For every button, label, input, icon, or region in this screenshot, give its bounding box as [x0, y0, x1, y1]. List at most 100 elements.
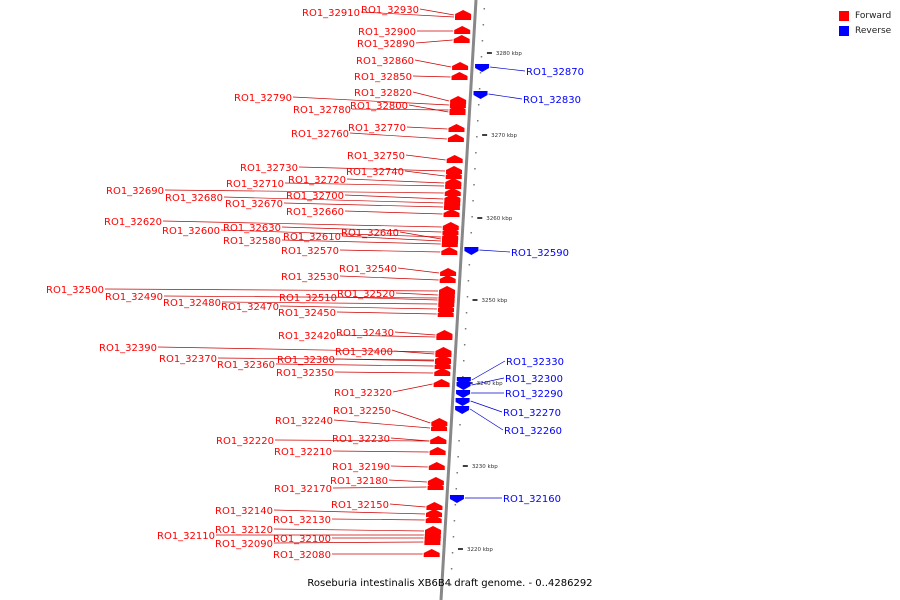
gene-label[interactable]: RO1_32300 — [505, 374, 563, 385]
reverse-gene-arrow[interactable] — [456, 382, 471, 390]
reverse-gene-arrow[interactable] — [473, 91, 488, 99]
forward-gene-arrow[interactable] — [436, 332, 453, 340]
forward-gene-arrow[interactable] — [437, 304, 454, 312]
forward-gene-arrow[interactable] — [426, 509, 443, 517]
forward-gene-arrow[interactable] — [431, 418, 448, 426]
forward-gene-arrow[interactable] — [435, 349, 452, 357]
forward-gene-arrow[interactable] — [454, 26, 471, 34]
gene-label[interactable]: RO1_32160 — [503, 494, 561, 505]
gene-label[interactable]: RO1_32420 — [278, 331, 336, 342]
forward-gene-arrow[interactable] — [443, 209, 460, 217]
forward-gene-arrow[interactable] — [453, 35, 470, 43]
gene-label[interactable]: RO1_32210 — [274, 447, 332, 458]
gene-label[interactable]: RO1_32850 — [354, 72, 412, 83]
gene-label[interactable]: RO1_32660 — [286, 207, 344, 218]
gene-label[interactable]: RO1_32680 — [165, 193, 223, 204]
gene-label[interactable]: RO1_32400 — [335, 347, 393, 358]
forward-gene-arrow[interactable] — [443, 202, 460, 210]
gene-label[interactable]: RO1_32350 — [276, 368, 334, 379]
gene-label[interactable]: RO1_32360 — [217, 360, 275, 371]
gene-label[interactable]: RO1_32820 — [354, 88, 412, 99]
gene-label[interactable]: RO1_32130 — [273, 515, 331, 526]
gene-label[interactable]: RO1_32900 — [358, 27, 416, 38]
gene-label[interactable]: RO1_32530 — [281, 272, 339, 283]
gene-label[interactable]: RO1_32860 — [356, 56, 414, 67]
gene-label[interactable]: RO1_32540 — [339, 264, 397, 275]
forward-gene-arrow[interactable] — [433, 379, 450, 387]
forward-gene-arrow[interactable] — [426, 502, 443, 510]
gene-label[interactable]: RO1_32450 — [278, 308, 336, 319]
gene-label[interactable]: RO1_32570 — [281, 246, 339, 257]
gene-label[interactable]: RO1_32510 — [279, 293, 337, 304]
gene-label[interactable]: RO1_32480 — [163, 298, 221, 309]
gene-label[interactable]: RO1_32490 — [105, 292, 163, 303]
gene-label[interactable]: RO1_32250 — [333, 406, 391, 417]
forward-gene-arrow[interactable] — [431, 423, 448, 431]
forward-gene-arrow[interactable] — [427, 477, 444, 485]
forward-gene-arrow[interactable] — [434, 368, 451, 376]
gene-label[interactable]: RO1_32760 — [291, 129, 349, 140]
gene-label[interactable]: RO1_32500 — [46, 285, 104, 296]
forward-gene-arrow[interactable] — [445, 181, 462, 189]
gene-label[interactable]: RO1_32890 — [357, 39, 415, 50]
gene-label[interactable]: RO1_32430 — [336, 328, 394, 339]
reverse-gene-arrow[interactable] — [464, 247, 479, 255]
forward-gene-arrow[interactable] — [434, 361, 451, 369]
gene-label[interactable]: RO1_32800 — [350, 101, 408, 112]
forward-gene-arrow[interactable] — [447, 134, 464, 142]
gene-label[interactable]: RO1_32630 — [223, 223, 281, 234]
forward-gene-arrow[interactable] — [452, 62, 469, 70]
gene-label[interactable]: RO1_32870 — [526, 67, 584, 78]
forward-gene-arrow[interactable] — [441, 239, 458, 247]
gene-label[interactable]: RO1_32090 — [215, 539, 273, 550]
gene-label[interactable]: RO1_32220 — [216, 436, 274, 447]
forward-gene-arrow[interactable] — [424, 537, 441, 545]
forward-gene-arrow[interactable] — [442, 227, 459, 235]
gene-label[interactable]: RO1_32700 — [286, 191, 344, 202]
gene-label[interactable]: RO1_32100 — [273, 534, 331, 545]
gene-label[interactable]: RO1_32770 — [348, 123, 406, 134]
forward-gene-arrow[interactable] — [438, 299, 455, 307]
gene-label[interactable]: RO1_32830 — [523, 95, 581, 106]
gene-label[interactable]: RO1_32240 — [275, 416, 333, 427]
forward-gene-arrow[interactable] — [440, 268, 457, 276]
forward-gene-arrow[interactable] — [448, 124, 465, 132]
gene-label[interactable]: RO1_32710 — [226, 179, 284, 190]
forward-gene-arrow[interactable] — [442, 222, 459, 230]
gene-label[interactable]: RO1_32520 — [337, 289, 395, 300]
forward-gene-arrow[interactable] — [441, 247, 458, 255]
gene-label[interactable]: RO1_32590 — [511, 248, 569, 259]
forward-gene-arrow[interactable] — [455, 10, 472, 18]
gene-label[interactable]: RO1_32580 — [223, 236, 281, 247]
gene-label[interactable]: RO1_32930 — [361, 5, 419, 16]
gene-label[interactable]: RO1_32620 — [104, 217, 162, 228]
forward-gene-arrow[interactable] — [445, 171, 462, 179]
forward-gene-arrow[interactable] — [428, 462, 445, 470]
gene-label[interactable]: RO1_32110 — [157, 531, 215, 542]
forward-gene-arrow[interactable] — [429, 447, 446, 455]
reverse-gene-arrow[interactable] — [449, 495, 464, 503]
reverse-gene-arrow[interactable] — [455, 406, 470, 414]
gene-label[interactable]: RO1_32080 — [273, 550, 331, 561]
gene-label[interactable]: RO1_32740 — [346, 167, 404, 178]
gene-label[interactable]: RO1_32260 — [504, 426, 562, 437]
forward-gene-arrow[interactable] — [449, 107, 466, 115]
forward-gene-arrow[interactable] — [446, 166, 463, 174]
gene-label[interactable]: RO1_32370 — [159, 354, 217, 365]
gene-label[interactable]: RO1_32180 — [330, 476, 388, 487]
gene-label[interactable]: RO1_32170 — [274, 484, 332, 495]
gene-label[interactable]: RO1_32190 — [332, 462, 390, 473]
gene-label[interactable]: RO1_32600 — [162, 226, 220, 237]
gene-label[interactable]: RO1_32320 — [334, 388, 392, 399]
forward-gene-arrow[interactable] — [451, 72, 468, 80]
gene-label[interactable]: RO1_32120 — [215, 525, 273, 536]
forward-gene-arrow[interactable] — [427, 482, 444, 490]
forward-gene-arrow[interactable] — [430, 436, 447, 444]
gene-label[interactable]: RO1_32470 — [221, 302, 279, 313]
gene-label[interactable]: RO1_32640 — [341, 228, 399, 239]
gene-label[interactable]: RO1_32790 — [234, 93, 292, 104]
forward-gene-arrow[interactable] — [423, 549, 440, 557]
gene-label[interactable]: RO1_32380 — [277, 355, 335, 366]
gene-label[interactable]: RO1_32140 — [215, 506, 273, 517]
gene-label[interactable]: RO1_32780 — [293, 105, 351, 116]
